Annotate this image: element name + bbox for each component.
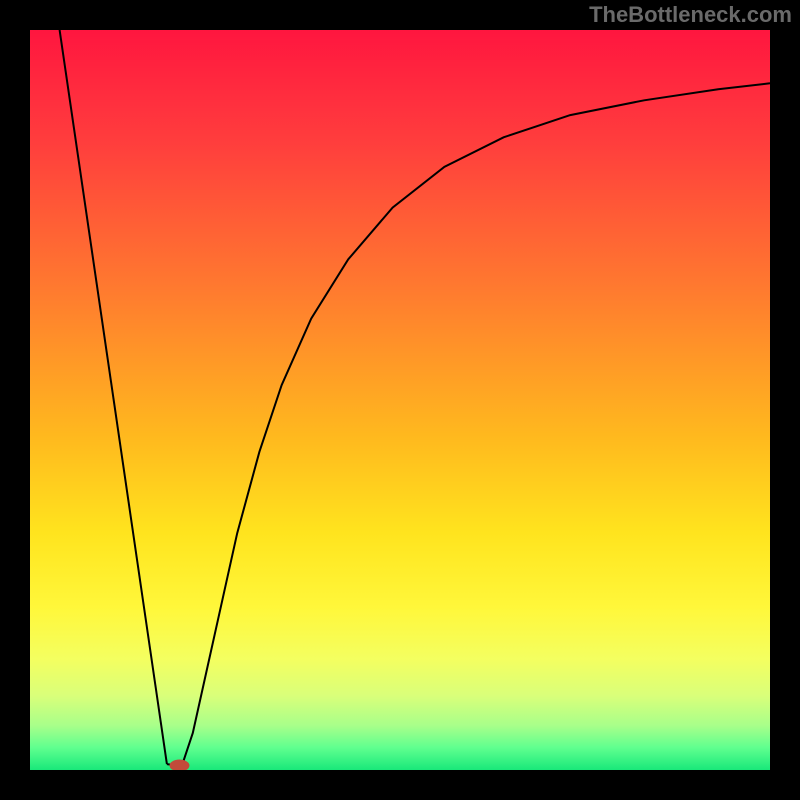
plot-background <box>30 30 770 770</box>
valley-marker <box>169 760 189 772</box>
chart-svg <box>0 0 800 800</box>
bottleneck-chart: TheBottleneck.com <box>0 0 800 800</box>
watermark-text: TheBottleneck.com <box>589 2 792 28</box>
